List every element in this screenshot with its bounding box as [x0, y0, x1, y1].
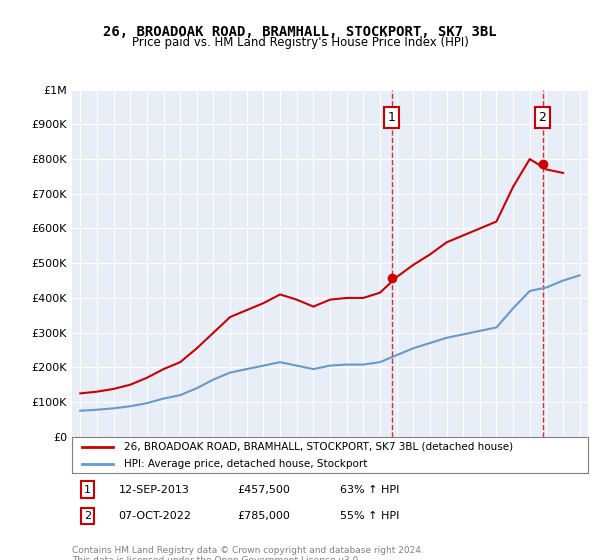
Text: 26, BROADOAK ROAD, BRAMHALL, STOCKPORT, SK7 3BL: 26, BROADOAK ROAD, BRAMHALL, STOCKPORT, …: [103, 25, 497, 39]
Text: 07-OCT-2022: 07-OCT-2022: [118, 511, 191, 521]
Text: £457,500: £457,500: [237, 484, 290, 494]
Text: 12-SEP-2013: 12-SEP-2013: [118, 484, 190, 494]
Text: 55% ↑ HPI: 55% ↑ HPI: [340, 511, 400, 521]
Text: Contains HM Land Registry data © Crown copyright and database right 2024.
This d: Contains HM Land Registry data © Crown c…: [72, 546, 424, 560]
Text: HPI: Average price, detached house, Stockport: HPI: Average price, detached house, Stoc…: [124, 459, 367, 469]
Text: £785,000: £785,000: [237, 511, 290, 521]
Text: Price paid vs. HM Land Registry's House Price Index (HPI): Price paid vs. HM Land Registry's House …: [131, 36, 469, 49]
Text: 1: 1: [84, 484, 91, 494]
Text: 1: 1: [388, 111, 395, 124]
Text: 26, BROADOAK ROAD, BRAMHALL, STOCKPORT, SK7 3BL (detached house): 26, BROADOAK ROAD, BRAMHALL, STOCKPORT, …: [124, 442, 513, 452]
Text: 2: 2: [84, 511, 91, 521]
Text: 63% ↑ HPI: 63% ↑ HPI: [340, 484, 400, 494]
Text: 2: 2: [539, 111, 547, 124]
